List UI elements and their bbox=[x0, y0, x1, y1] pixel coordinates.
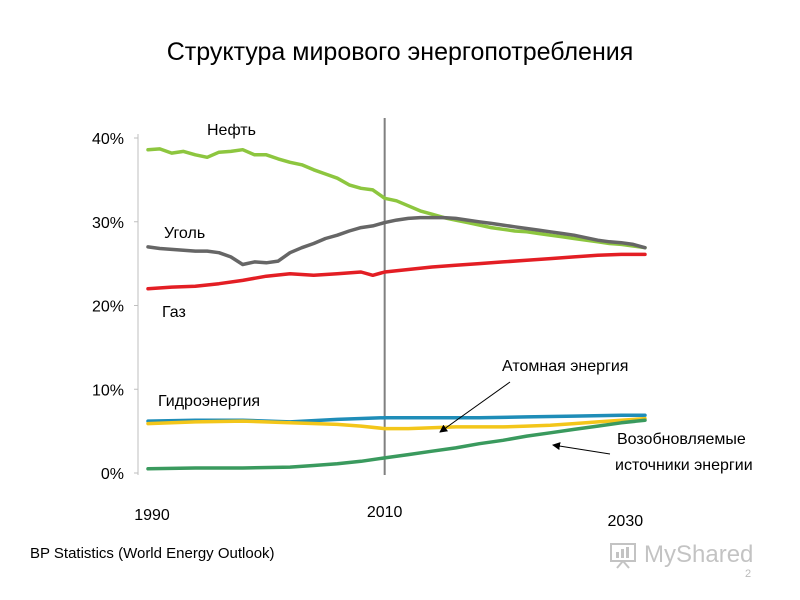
annotation-arrow bbox=[440, 382, 510, 432]
series-line-4 bbox=[148, 419, 645, 429]
watermark: MyShared bbox=[608, 537, 768, 573]
x-tick-label: 2030 bbox=[608, 513, 644, 530]
series-line-0 bbox=[148, 149, 645, 248]
watermark-text: MyShared bbox=[644, 541, 753, 569]
series-line-2 bbox=[148, 254, 645, 288]
series-label: Нефть bbox=[207, 122, 256, 139]
x-tick-label: 2010 bbox=[367, 504, 403, 521]
annotation-arrow bbox=[553, 445, 610, 454]
y-tick-label: 0% bbox=[101, 466, 124, 483]
y-tick-label: 20% bbox=[92, 299, 124, 316]
series-label: Уголь bbox=[164, 225, 205, 242]
series-label: Газ bbox=[162, 304, 186, 321]
annotation-label: Возобновляемые bbox=[617, 431, 746, 448]
series-label: Гидроэнергия bbox=[158, 393, 260, 410]
annotation-label: источники энергии bbox=[615, 457, 753, 474]
y-tick-label: 10% bbox=[92, 382, 124, 399]
presentation-icon bbox=[608, 540, 638, 570]
y-tick-label: 40% bbox=[92, 131, 124, 148]
source-note: BP Statistics (World Energy Outlook) bbox=[30, 545, 275, 562]
x-tick-label: 1990 bbox=[134, 507, 170, 524]
annotation-label: Атомная энергия bbox=[502, 358, 628, 375]
y-tick-label: 30% bbox=[92, 215, 124, 232]
slide-number: 2 bbox=[745, 568, 751, 580]
